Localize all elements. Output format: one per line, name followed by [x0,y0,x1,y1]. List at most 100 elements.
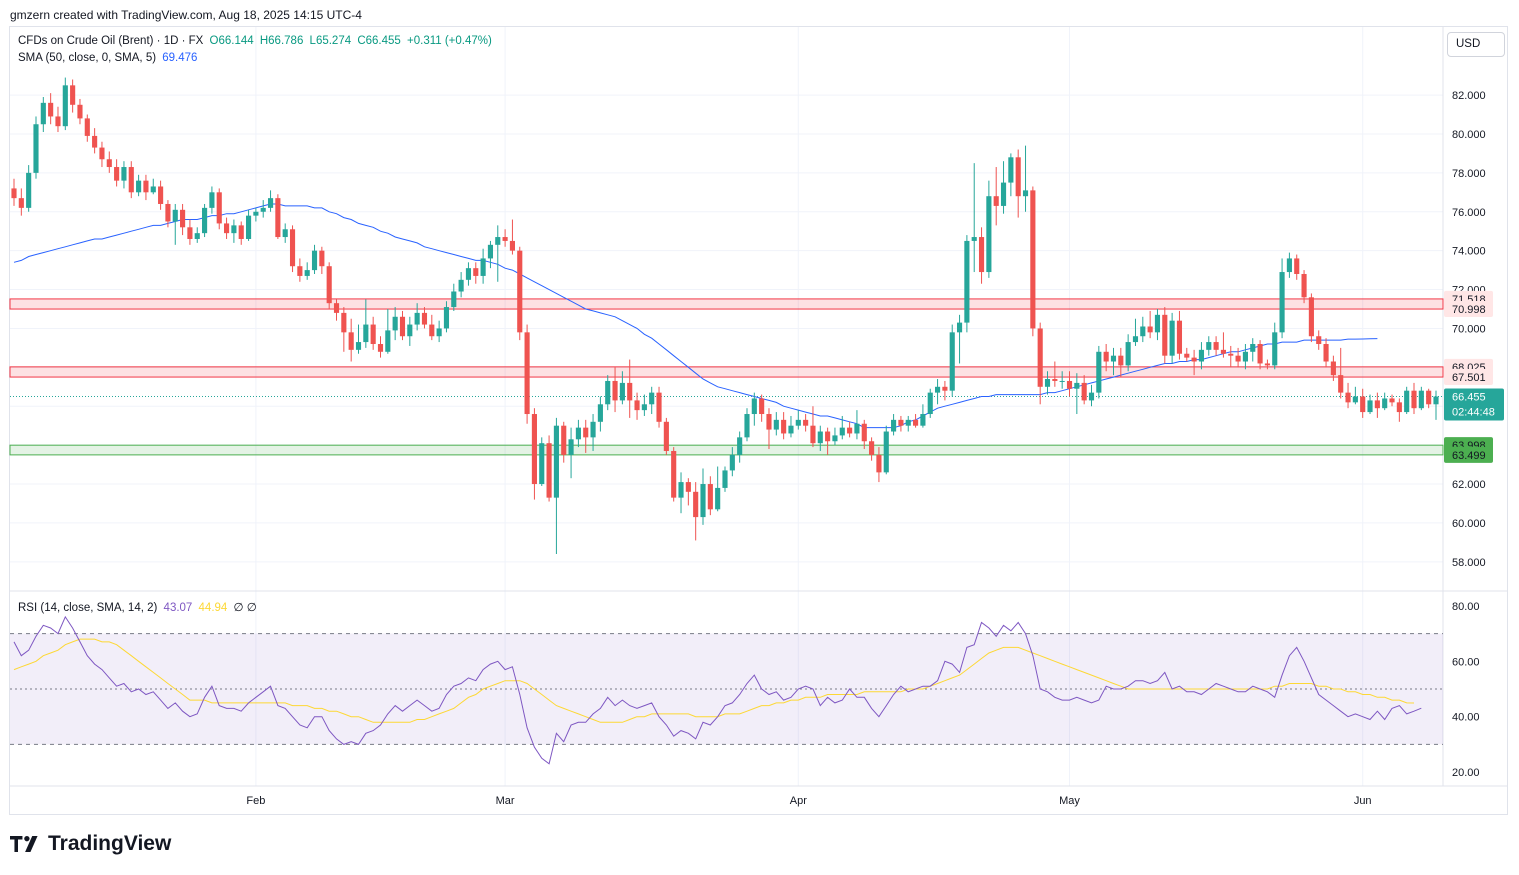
candle-body [913,419,919,426]
candle-body [260,207,266,212]
candle-body [502,237,508,241]
candle-body [561,425,567,455]
candle-body [209,192,215,208]
rsi-legend[interactable]: RSI (14, close, SMA, 14, 2) 43.07 44.94 … [18,600,260,614]
time-tick-label: Apr [790,795,807,807]
ohlc-open: O66.144 [209,35,254,47]
candle-body [106,159,112,168]
candle-body [407,324,413,337]
candle-body [1008,157,1014,183]
candle-body [949,332,955,391]
candle-body [825,431,831,442]
candle-body [399,316,406,337]
candle-body [627,382,633,401]
candle-body [1308,297,1314,337]
candle-body [392,316,398,331]
rsi-tick-label: 60.00 [1452,656,1480,668]
candle-body [1096,351,1102,393]
price-tick-label: 58.000 [1452,557,1486,569]
candle-body [77,104,83,119]
candle-body [1264,363,1270,366]
sma-value: 69.476 [162,52,198,64]
candle-body [509,240,515,251]
time-tick-label: May [1059,795,1080,807]
rsi-extra: ∅ ∅ [233,602,257,614]
countdown-label: 02:44:48 [1452,407,1495,419]
candle-body [1037,328,1043,387]
candle-body [480,258,486,276]
candle-body [348,332,354,350]
candle-body [33,124,39,173]
candle-body [1074,382,1080,389]
candle-body [370,324,376,345]
sma-legend[interactable]: SMA (50, close, 0, SMA, 5) 69.476 [18,52,200,64]
candle-body [1352,396,1358,403]
candle-body [114,167,120,181]
candle-body [158,186,164,204]
candle-body [1066,380,1073,389]
rsi-value: 43.07 [163,602,193,614]
candle-body [231,225,237,234]
rsi-label[interactable]: RSI (14, close, SMA, 14, 2) [18,602,158,614]
candle-body [473,268,479,276]
candle-body [685,482,691,492]
rsi-tick-label: 80.00 [1452,601,1480,613]
candle-body [1242,351,1248,362]
candle-body [355,342,362,350]
candle-body [905,419,911,426]
candle-body [956,322,963,333]
candle-body [1286,258,1292,273]
candle-body [700,484,706,518]
candle-body [1301,273,1307,298]
candle-body [971,237,977,241]
ohlc-close: C66.455 [357,35,401,47]
candle-body [1360,396,1366,413]
candle-body [1162,314,1168,356]
candle-body [671,450,677,498]
candle-body [869,441,875,455]
candle-body [1250,344,1256,352]
candle-body [1433,396,1439,405]
symbol-legend[interactable]: CFDs on Crude Oil (Brent) · 1D · FX O66.… [18,35,495,47]
candle-body [883,431,889,473]
time-tick-label: Mar [496,795,515,807]
symbol-name[interactable]: CFDs on Crude Oil (Brent) · 1D · FX [18,35,204,47]
ohlc-high: H66.786 [259,35,304,47]
candle-body [1367,400,1373,413]
candle-body [693,491,699,518]
price-tick-label: 62.000 [1452,479,1486,491]
sma-label[interactable]: SMA (50, close, 0, SMA, 5) [18,52,157,64]
candle-body [1396,402,1402,413]
candle-body [187,227,193,239]
candle-body [363,324,369,343]
candle-body [649,392,655,405]
candle-body [861,423,867,442]
currency-button[interactable]: USD [1447,32,1505,57]
candle-body [986,196,992,273]
candle-body [451,291,457,308]
candle-body [1206,342,1212,350]
support-lower-label: 63.499 [1452,450,1486,462]
sma-line [13,203,1378,429]
candle-body [238,225,244,239]
candle-body [663,421,669,451]
candle-body [744,414,750,438]
support-zone [9,444,1444,456]
candle-body [487,244,494,259]
rsi-ma-value: 44.94 [198,602,228,614]
candle-body [773,419,779,430]
resistance-zone [9,366,1444,378]
candle-body [993,196,999,206]
candle-body [1235,355,1241,362]
candle-body [1228,353,1234,356]
candle-body [289,229,296,267]
chart-frame [9,26,1508,815]
candle-body [1345,392,1351,403]
candle-body [267,198,274,208]
candle-body [495,237,501,245]
candle-body [1330,361,1336,376]
candle-body [1176,320,1183,354]
candle-body [1125,342,1131,366]
tradingview-logo[interactable]: TradingView [10,832,171,856]
